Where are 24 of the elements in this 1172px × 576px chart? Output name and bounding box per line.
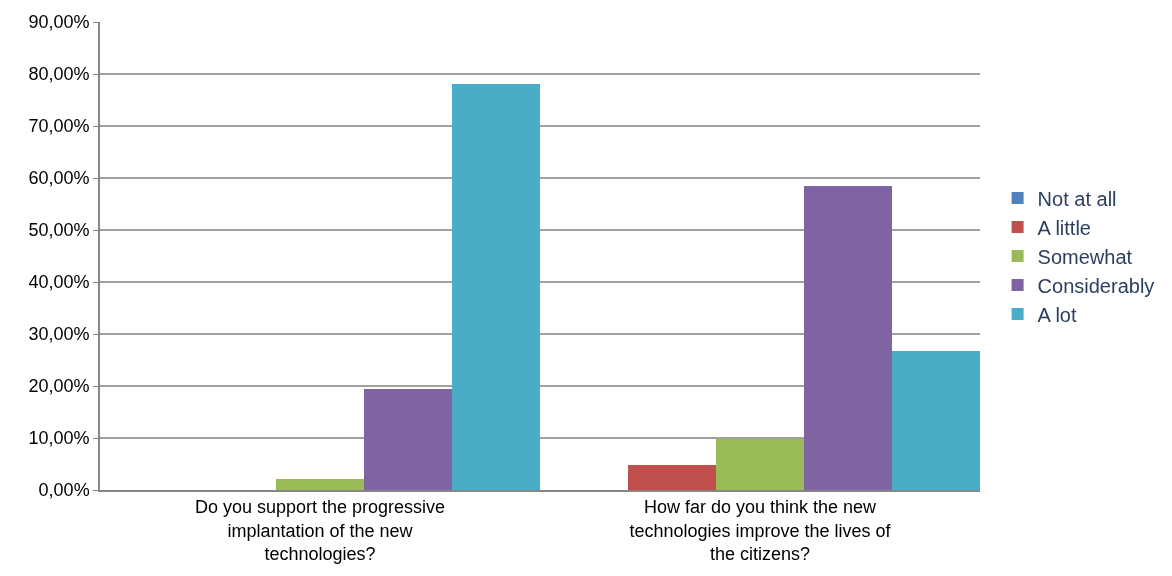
bar: [276, 479, 364, 490]
y-tick-label: 90,00%: [28, 12, 90, 33]
legend-label: Not at all: [1037, 187, 1117, 210]
y-tick-label: 70,00%: [28, 116, 90, 137]
y-tick-label: 40,00%: [28, 272, 90, 293]
x-tick-label: Do you support the progressive implantation of the new technologies?: [194, 497, 446, 565]
y-tick-label: 60,00%: [28, 168, 90, 189]
y-tick-label: 20,00%: [28, 376, 90, 397]
bar: [452, 84, 540, 490]
legend-label: A little: [1037, 216, 1091, 239]
x-tick-label: How far do you think the new technologies improve the lives of the citizens?: [629, 497, 892, 565]
bar: [628, 465, 716, 490]
y-tick-label: 0,00%: [38, 480, 90, 501]
bar: [364, 389, 452, 490]
y-tick-label: 10,00%: [28, 428, 90, 449]
y-tick-label: 30,00%: [28, 324, 90, 345]
legend-label: Somewhat: [1037, 245, 1133, 268]
bar: [892, 351, 980, 490]
y-tick-label: 50,00%: [28, 220, 90, 241]
legend-label: Considerably: [1037, 274, 1155, 297]
y-tick-label: 80,00%: [28, 64, 90, 85]
bar: [716, 439, 804, 490]
bar: [804, 186, 892, 490]
legend-label: A lot: [1037, 303, 1077, 326]
